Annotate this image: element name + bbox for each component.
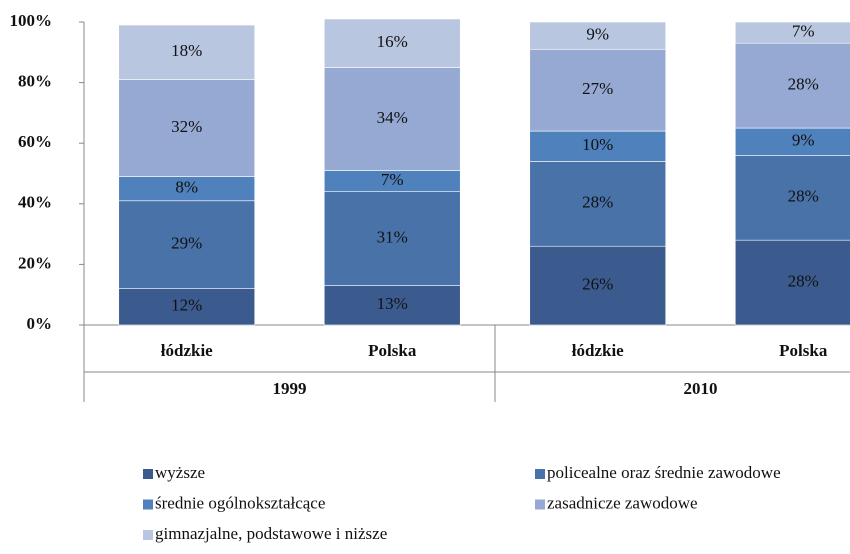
data-label: 28%	[788, 271, 819, 290]
bar-segment	[529, 245, 667, 326]
data-label: 18%	[171, 41, 202, 60]
legend-label: średnie ogólnokształcące	[155, 493, 325, 512]
legend-label: policealne oraz średnie zawodowe	[547, 463, 781, 482]
y-tick-label: 80%	[18, 72, 52, 91]
bar-segment	[529, 21, 667, 50]
bar-segment	[734, 21, 850, 44]
y-tick-label: 20%	[18, 253, 52, 272]
x-tick-label: Polska	[779, 341, 828, 360]
bar-segment	[323, 67, 461, 171]
data-label: 28%	[788, 187, 819, 206]
data-label: 29%	[171, 234, 202, 253]
x-tick-label: łódzkie	[161, 341, 213, 360]
data-label: 26%	[582, 275, 613, 294]
data-label: 10%	[582, 135, 613, 154]
data-label: 7%	[381, 170, 404, 189]
legend-label: wyższe	[155, 463, 205, 482]
data-label: 32%	[171, 117, 202, 136]
data-label: 12%	[171, 296, 202, 315]
bar-segment	[734, 42, 850, 129]
legend-label: zasadnicze zawodowe	[547, 493, 698, 512]
legend-swatch	[535, 469, 545, 479]
bar-segment	[118, 200, 256, 289]
x-tick-label: Polska	[368, 341, 417, 360]
bar-segment	[734, 239, 850, 326]
bar-segment	[529, 161, 667, 247]
y-tick-label: 100%	[10, 11, 53, 30]
bar-segment	[529, 130, 667, 162]
bar-segment	[118, 176, 256, 202]
bar-segment	[323, 18, 461, 68]
data-label: 7%	[792, 22, 815, 41]
bar-segment	[323, 285, 461, 326]
bar-segment	[118, 288, 256, 326]
legend-swatch	[143, 530, 153, 540]
data-label: 34%	[377, 108, 408, 127]
y-tick-label: 60%	[18, 132, 52, 151]
y-tick-label: 40%	[18, 193, 52, 212]
data-label: 31%	[377, 228, 408, 247]
data-label: 9%	[792, 131, 815, 150]
legend-label: gimnazjalne, podstawowe i niższe	[155, 524, 387, 543]
data-label: 8%	[175, 178, 198, 197]
data-label: 28%	[582, 193, 613, 212]
x-tick-label: łódzkie	[572, 341, 624, 360]
bar-segment	[529, 48, 667, 132]
bar-segment	[734, 127, 850, 156]
bar-segment	[118, 79, 256, 177]
legend-swatch	[143, 499, 153, 510]
y-tick-label: 0%	[27, 314, 53, 333]
bar-segment	[118, 24, 256, 80]
group-label: 1999	[273, 379, 307, 398]
data-label: 16%	[377, 32, 408, 51]
data-label: 13%	[377, 294, 408, 313]
data-label: 28%	[788, 75, 819, 94]
legend-swatch	[535, 499, 545, 510]
data-label: 9%	[586, 25, 609, 44]
legend-swatch	[143, 469, 153, 479]
group-label: 2010	[684, 379, 718, 398]
bar-segment	[734, 155, 850, 241]
data-label: 27%	[582, 79, 613, 98]
